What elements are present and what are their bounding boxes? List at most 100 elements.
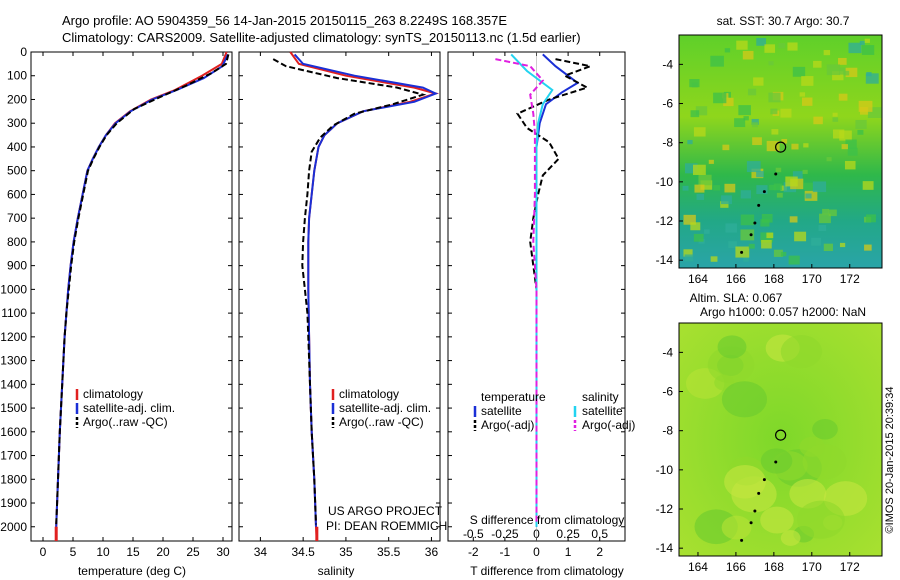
x-tick-label: 164	[688, 560, 708, 574]
map-texture	[855, 119, 867, 129]
depth-tick-label: 1500	[0, 401, 27, 415]
map-texture	[695, 106, 708, 116]
map-texture	[771, 129, 779, 135]
x2-tick-label: 0.5	[591, 527, 608, 541]
x-tick-label: 166	[726, 272, 746, 286]
map-texture	[833, 129, 845, 139]
depth-tick-label: 1100	[1, 306, 27, 320]
depth-tick-label: 800	[7, 235, 27, 249]
sla-map-title: Altim. SLA: 0.067	[690, 291, 783, 305]
x-axis-label-t-diff: T difference from climatology	[470, 564, 624, 578]
map-texture	[811, 237, 821, 246]
map-texture	[783, 182, 797, 193]
depth-tick-label: 300	[7, 116, 27, 130]
map-texture	[698, 174, 712, 186]
map-texture	[838, 57, 847, 65]
map-texture	[684, 163, 698, 174]
depth-tick-label: 1200	[0, 330, 27, 344]
y-tick-label: -6	[662, 385, 673, 399]
salinity-panel: 34 34.5 35 35.5 36 climatologysatellite-adj. …	[238, 51, 441, 559]
map-texture	[823, 50, 831, 56]
y-tick-label: -10	[656, 175, 674, 189]
trajectory-point	[753, 509, 757, 513]
x2-tick-label: -0.5	[463, 527, 484, 541]
map-texture	[803, 143, 809, 148]
map-texture	[832, 112, 838, 117]
map-texture	[862, 181, 874, 190]
x-tick-label: -2	[468, 545, 479, 559]
x-tick-label: -1	[500, 545, 511, 559]
legend-label: climatology	[83, 387, 143, 401]
map-texture	[839, 130, 852, 141]
trajectory-point	[749, 521, 753, 525]
map-texture	[713, 185, 720, 191]
map-texture	[753, 77, 764, 86]
map-texture	[740, 190, 752, 199]
project-annotation-2: PI: DEAN ROEMMICH	[326, 519, 447, 533]
y-tick-label: -4	[662, 57, 673, 71]
map-texture	[707, 346, 755, 384]
map-texture	[743, 257, 749, 262]
map-texture	[773, 249, 783, 257]
map-texture	[713, 92, 727, 104]
map-texture	[728, 241, 737, 249]
depth-tick-label: 400	[7, 140, 27, 154]
trajectory-point	[753, 221, 757, 225]
series-line	[510, 53, 554, 527]
legend-label: Argo(..raw -QC)	[339, 415, 424, 429]
map-texture	[861, 45, 875, 55]
map-texture	[724, 183, 736, 193]
map-texture	[683, 249, 693, 257]
depth-tick-label: 1600	[0, 425, 27, 439]
x-tick-label: 15	[126, 545, 140, 559]
map-texture	[725, 223, 737, 233]
map-texture	[847, 147, 858, 156]
map-texture	[687, 139, 693, 145]
map-texture	[746, 161, 761, 173]
map-texture	[819, 213, 831, 224]
x-tick-label: 172	[840, 272, 860, 286]
depth-tick-label: 1000	[0, 282, 27, 296]
trajectory-point	[774, 460, 778, 464]
map-texture	[864, 38, 870, 43]
map-texture	[738, 105, 751, 116]
x-tick-label: 2	[596, 545, 603, 559]
depth-tick-label: 1400	[0, 377, 27, 391]
map-texture	[794, 231, 807, 242]
map-texture	[801, 97, 813, 106]
map-texture	[724, 465, 766, 499]
map-texture	[689, 79, 700, 88]
x-tick-label: 20	[156, 545, 170, 559]
trajectory-point	[774, 172, 778, 176]
map-texture	[722, 144, 730, 151]
map-texture	[769, 184, 776, 191]
plot-frame	[238, 51, 441, 542]
trajectory-point	[757, 491, 761, 495]
plot-frame	[30, 51, 233, 542]
map-texture	[743, 116, 749, 121]
trajectory-point	[749, 233, 753, 237]
depth-tick-label: 2000	[0, 520, 27, 534]
temperature-panel: 0100200300400500600700800900100011001200…	[0, 45, 233, 559]
map-texture	[832, 71, 844, 81]
map-texture	[801, 76, 814, 86]
map-texture	[866, 214, 876, 223]
map-texture	[857, 129, 864, 135]
map-texture	[740, 229, 755, 241]
map-texture	[813, 60, 822, 68]
series-line	[516, 58, 594, 525]
map-texture	[766, 232, 774, 239]
map-texture	[694, 184, 705, 193]
map-texture	[734, 118, 746, 128]
y-tick-label: -10	[656, 463, 674, 477]
map-texture	[788, 255, 800, 265]
map-texture	[761, 239, 772, 249]
trajectory-point	[740, 250, 744, 254]
map-texture	[828, 209, 837, 217]
x-tick-label: 168	[764, 272, 784, 286]
depth-tick-label: 500	[7, 164, 27, 178]
map-texture	[692, 164, 706, 175]
map-texture	[776, 192, 783, 198]
map-texture	[844, 160, 856, 170]
y-tick-label: -14	[656, 253, 674, 267]
